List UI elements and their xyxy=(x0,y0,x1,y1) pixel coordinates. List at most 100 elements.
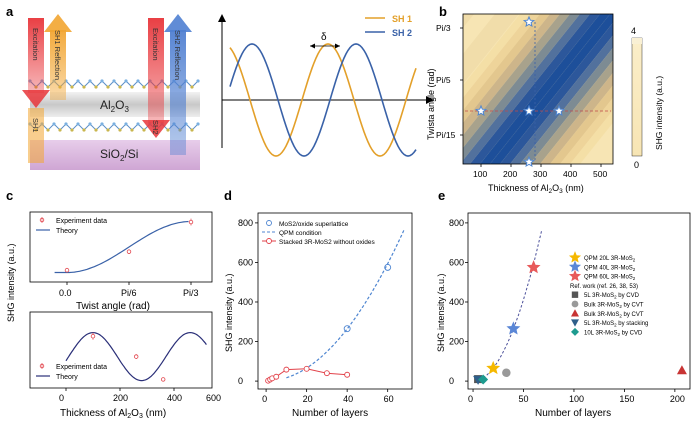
e-xtick-label: 200 xyxy=(670,394,685,404)
e-ytick-label: 0 xyxy=(449,376,454,386)
d-ytick-label: 600 xyxy=(238,257,253,267)
b-xtick-label: 300 xyxy=(533,169,547,179)
e-legend-label: Ref. work (ref. 26, 38, 53) xyxy=(570,284,638,290)
atom xyxy=(190,85,194,89)
atom xyxy=(112,122,116,126)
e-legend-marker xyxy=(568,260,582,272)
e-ylabel: SHG intensity (a.u.) xyxy=(436,273,446,352)
b-ytick-label: Pi/15 xyxy=(436,130,456,140)
atom xyxy=(82,128,86,132)
colorbar-min: 0 xyxy=(634,160,639,170)
panel-b: b 100 200 300 400 500 Pi/15 Pi/5 Pi/3 Thickness… xyxy=(426,4,700,195)
d-superlattice-point xyxy=(343,325,351,333)
sh2-transmission-label: SH2 xyxy=(151,120,160,135)
panel-label-d: d xyxy=(224,188,232,203)
e-xlabel: Number of layers xyxy=(535,408,611,419)
d-stacked-point xyxy=(303,365,310,372)
atom xyxy=(136,79,140,83)
panel-e: e 0 50 100 150 200 0 200 400 600 800 QPM 20L 3R-M… xyxy=(436,188,691,419)
atom xyxy=(196,79,200,83)
panel-label-b: b xyxy=(439,4,447,19)
atom xyxy=(124,79,128,83)
colorbar xyxy=(631,37,643,157)
d-legend-qpm: QPM condition xyxy=(279,230,322,237)
sh2-wave xyxy=(229,43,417,157)
c-bottom-theory-curve xyxy=(65,331,207,382)
c-top-legend-exp: Experiment data xyxy=(56,218,107,225)
atom xyxy=(100,79,104,83)
heatmap-band xyxy=(463,14,590,164)
e-legend-label: Bulk 3R-MoS2 by CVT xyxy=(584,312,644,319)
sh2-reflection-beam xyxy=(164,14,192,155)
atom xyxy=(52,122,56,126)
d-ytick-label: 400 xyxy=(238,297,253,307)
atom xyxy=(196,122,200,126)
heatmap-band xyxy=(463,14,519,84)
atom xyxy=(76,79,80,83)
legend-sh2-label: SH 2 xyxy=(392,28,412,38)
e-legend-marker xyxy=(568,269,582,282)
c-top-point xyxy=(64,268,70,273)
waves-plot: δ SH 1 SH 2 xyxy=(218,14,434,157)
atom xyxy=(124,122,128,126)
d-superlattice-point xyxy=(384,263,392,271)
panel-c: c SHG intensity (a.u.) 0.0 Pi/6 Pi/3 Twist… xyxy=(6,188,221,420)
d-qpm-curve xyxy=(286,229,405,379)
e-frame xyxy=(467,212,691,390)
d-stacked-point xyxy=(283,366,290,373)
e-qpm-curve xyxy=(482,230,543,379)
c-top-xtick-label: 0.0 xyxy=(59,288,72,298)
e-legend-label: 5L 3R-MoS2 by stacking xyxy=(584,321,648,328)
c-bottom-point xyxy=(160,377,166,382)
heatmap-band xyxy=(550,85,613,164)
excitation-right-beam xyxy=(142,18,170,138)
atom xyxy=(46,85,50,89)
d-ytick-label: 200 xyxy=(238,337,253,347)
d-xlabel: Number of layers xyxy=(292,408,368,419)
e-point-star xyxy=(526,260,541,274)
e-xtick-label: 100 xyxy=(569,394,584,404)
heatmap-band xyxy=(500,22,613,164)
b-xtick-label: 500 xyxy=(593,169,607,179)
e-legend-marker xyxy=(571,291,579,298)
e-legend-label: QPM 40L 3R-MoS2 xyxy=(584,265,636,272)
atom xyxy=(106,128,110,132)
heatmap-band xyxy=(670,14,700,164)
oxide-label: Al2O3 xyxy=(100,98,129,114)
e-legend-label: 10L 3R-MoS2 by CVD xyxy=(584,330,643,337)
atom xyxy=(130,128,134,132)
atom xyxy=(70,85,74,89)
c-top-point xyxy=(126,249,132,254)
c-top-xtick-label: Pi/6 xyxy=(121,288,137,298)
atom xyxy=(118,85,122,89)
heatmap-band xyxy=(520,47,613,164)
panel-label-c: c xyxy=(6,188,13,203)
sh1-transmission-label: SH1 xyxy=(31,118,40,133)
c-bottom-xtick-label: 0 xyxy=(59,393,64,403)
e-xtick-label: 0 xyxy=(468,394,473,404)
atom xyxy=(82,85,86,89)
atom xyxy=(190,128,194,132)
c-bottom-legend: Experiment data Theory xyxy=(36,363,107,381)
d-legend: MoS2/oxide superlattice QPM condition St… xyxy=(262,220,375,246)
heatmap-band xyxy=(510,35,613,164)
c-ylabel: SHG intensity (a.u.) xyxy=(6,243,16,322)
e-ytick-label: 200 xyxy=(449,337,464,347)
c-top-legend-theory: Theory xyxy=(56,228,78,235)
c-bottom-frame xyxy=(29,311,213,389)
atom xyxy=(88,122,92,126)
heatmap-band xyxy=(470,14,600,164)
d-frame xyxy=(257,212,413,390)
colorbar-label: SHG intensity (a.u.) xyxy=(654,76,664,150)
delta-arrow-right xyxy=(335,43,340,49)
sh1-wave xyxy=(229,43,417,157)
d-legend-superlattice: MoS2/oxide superlattice xyxy=(279,221,349,228)
c-bottom-legend-theory: Theory xyxy=(56,374,78,381)
b-star-marker xyxy=(522,104,536,117)
e-legend-label: QPM 20L 3R-MoS2 xyxy=(584,256,636,263)
c-top-frame xyxy=(29,211,213,283)
heatmap-band xyxy=(570,110,613,164)
excitation-left-label: Excitation xyxy=(31,28,40,61)
atom xyxy=(130,85,134,89)
